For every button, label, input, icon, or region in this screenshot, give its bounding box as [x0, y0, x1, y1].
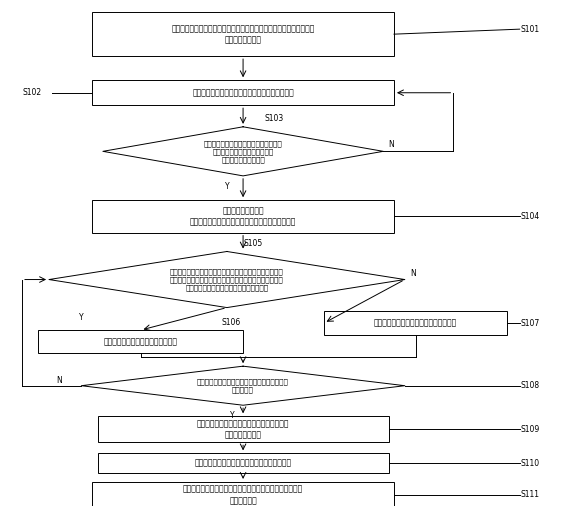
Bar	[92, 80, 394, 105]
Text: 控制激光接收器获取发射自充电座的激光引导信号: 控制激光接收器获取发射自充电座的激光引导信号	[192, 88, 294, 97]
Text: 判断激光接收器获取的激光引导信号中的
有效激光束的光强分布规律是否
符合充电座的编码方式: 判断激光接收器获取的激光引导信号中的 有效激光束的光强分布规律是否 符合充电座的…	[204, 140, 282, 162]
Text: S103: S103	[265, 114, 284, 123]
Text: 控制移动机器人的第一充电极与充电座的中心位置的第二充
电极对接充电: 控制移动机器人的第一充电极与充电座的中心位置的第二充 电极对接充电	[183, 485, 303, 505]
Text: 控制移动机器人从遍历结束的回充候选位置移
动到第二预设位置: 控制移动机器人从遍历结束的回充候选位置移 动到第二预设位置	[197, 419, 289, 439]
Polygon shape	[103, 127, 383, 176]
Bar	[92, 482, 394, 508]
Text: S106: S106	[222, 318, 241, 327]
Text: 当移动机器人接收到回充指令时，控制移动机器人按照预先规划的路径
到达第一预设位置: 当移动机器人接收到回充指令时，控制移动机器人按照预先规划的路径 到达第一预设位置	[171, 24, 315, 44]
Text: Y: Y	[79, 313, 84, 321]
Text: S102: S102	[22, 88, 41, 97]
Text: S109: S109	[521, 425, 540, 434]
Bar	[97, 453, 389, 473]
Text: 确定当前的回充候选位置存在充电座: 确定当前的回充候选位置存在充电座	[104, 337, 178, 346]
Bar	[38, 330, 243, 353]
Text: 在第二预设位置处调整移动机器人的姿态和方位: 在第二预设位置处调整移动机器人的姿态和方位	[195, 459, 292, 468]
Bar	[92, 12, 394, 56]
Text: 判断当前遍历的所述回充候选位置的个数是否达
到预设数量: 判断当前遍历的所述回充候选位置的个数是否达 到预设数量	[197, 378, 289, 393]
Text: S104: S104	[521, 212, 540, 221]
Text: S105: S105	[243, 240, 263, 248]
Bar	[97, 416, 389, 443]
Text: N: N	[389, 141, 394, 149]
Bar	[324, 311, 507, 335]
Polygon shape	[49, 251, 405, 308]
Text: 确定当前的回充候选位置存在伪座子信号: 确定当前的回充候选位置存在伪座子信号	[374, 318, 457, 328]
Text: S101: S101	[521, 25, 540, 34]
Text: S107: S107	[521, 318, 540, 328]
Bar	[92, 200, 394, 233]
Text: 基于获取的激光引导
信号在预设搜索范围内确定预设数量的回充候选位置: 基于获取的激光引导 信号在预设搜索范围内确定预设数量的回充候选位置	[190, 206, 297, 226]
Text: S111: S111	[521, 491, 540, 499]
Text: Y: Y	[224, 182, 229, 191]
Text: Y: Y	[230, 411, 234, 420]
Text: S110: S110	[521, 459, 540, 468]
Text: S108: S108	[521, 381, 540, 390]
Polygon shape	[81, 366, 405, 405]
Text: N: N	[57, 376, 63, 385]
Text: N: N	[410, 269, 416, 277]
Text: 控制移动机器人在预设搜索范围内遍历预设数量的回充候选
位置，并实时判断第二激光接收器接受的激光引导信号的光
强大小是否处于充电座的预设发射光强范围: 控制移动机器人在预设搜索范围内遍历预设数量的回充候选 位置，并实时判断第二激光接…	[170, 268, 284, 291]
